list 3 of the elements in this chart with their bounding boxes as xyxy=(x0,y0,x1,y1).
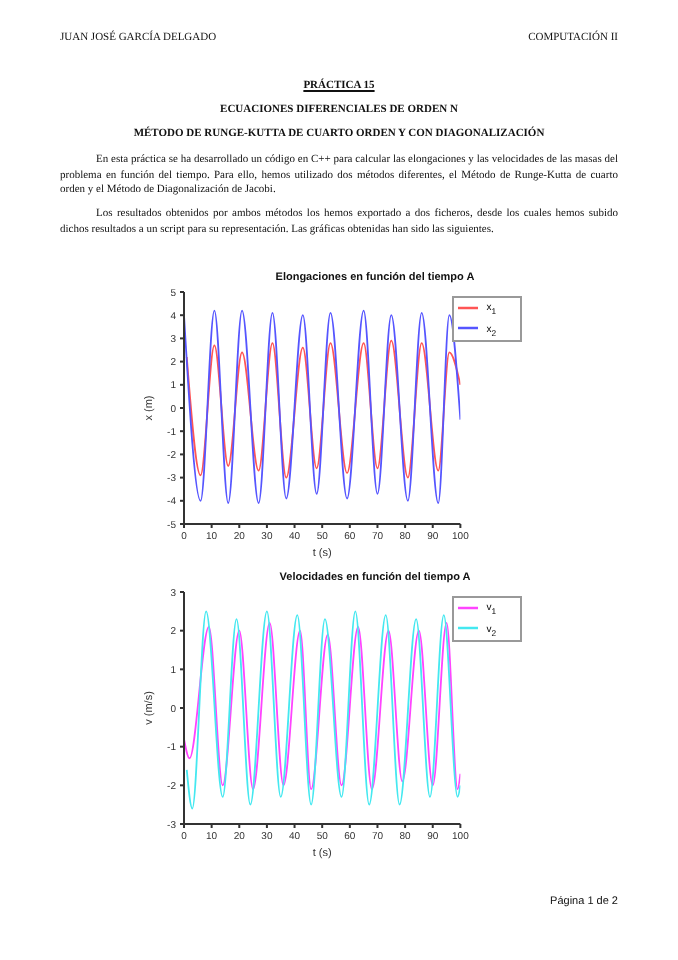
line-series xyxy=(184,309,461,505)
line-series xyxy=(184,622,461,791)
line-series xyxy=(185,610,461,810)
